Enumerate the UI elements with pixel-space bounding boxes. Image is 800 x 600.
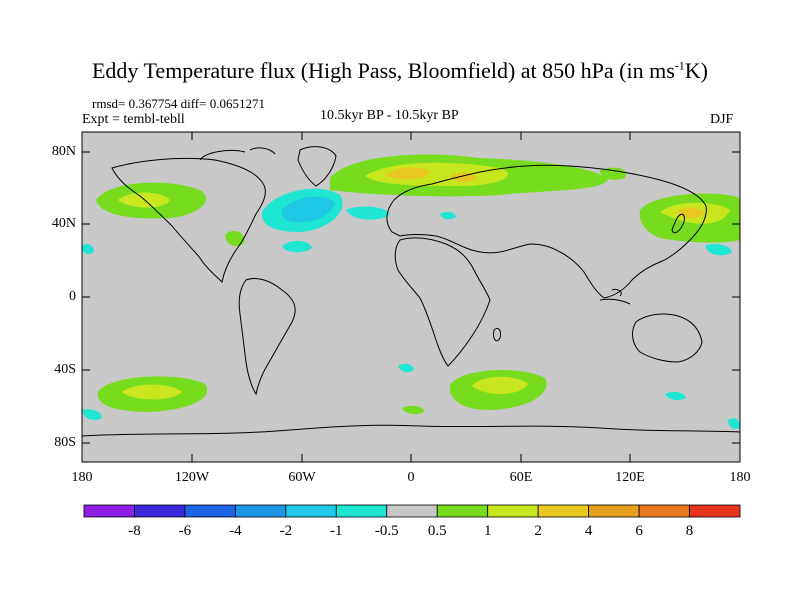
- contour-positive: [225, 230, 245, 247]
- stats-label: rmsd= 0.367754 diff= 0.0651271: [92, 96, 265, 111]
- plot-title: Eddy Temperature flux (High Pass, Bloomf…: [91, 58, 708, 83]
- colorbar-swatch: [537, 504, 590, 518]
- lat-label-80n: 80N: [51, 144, 76, 159]
- coastline-indonesia: [599, 289, 631, 305]
- contour-positive: [600, 167, 626, 180]
- contour-positive: [675, 207, 705, 219]
- colorbar-swatch: [285, 504, 337, 518]
- contour-negative: [665, 391, 686, 401]
- experiment-label: Expt = tembl-tebll: [82, 112, 185, 127]
- contour-negative: [281, 196, 335, 223]
- colorbar-swatch: [689, 504, 741, 518]
- lon-label-120w: 120W: [174, 470, 210, 485]
- coastlines: [82, 146, 740, 437]
- coastline-greenland: [297, 146, 337, 187]
- colorbar-swatch: [134, 504, 186, 518]
- coastline-japan: [671, 213, 685, 234]
- colorbar-label: 0.5: [427, 523, 447, 539]
- contour-positive: [385, 167, 430, 180]
- lat-label-40n: 40N: [51, 216, 76, 231]
- contour-negative: [728, 418, 740, 429]
- contour-negative: [82, 244, 94, 254]
- lat-label-0: 0: [69, 289, 76, 304]
- contour-positive: [402, 405, 425, 415]
- contour-negative: [282, 240, 312, 253]
- colorbar-swatch: [436, 504, 489, 518]
- colorbar-swatch: [234, 504, 287, 518]
- coastline-australia: [632, 313, 703, 363]
- map-field: [82, 132, 740, 462]
- colorbar-label: -8: [128, 523, 141, 539]
- colorbar-swatch: [638, 504, 690, 518]
- colorbar-label: -2: [279, 523, 293, 539]
- colorbar-label: -6: [178, 523, 192, 539]
- colorbar-label: -1: [330, 523, 343, 539]
- colorbar-swatch: [588, 504, 640, 518]
- coastline-arctic-islands: [199, 147, 276, 161]
- colorbar-swatch: [184, 504, 236, 518]
- lon-label-180e: 180: [729, 470, 751, 485]
- colorbar-label: 4: [584, 523, 593, 539]
- lon-label-60e: 60E: [509, 470, 533, 485]
- coastline-africa: [394, 237, 491, 367]
- coastline-north-america: [111, 157, 266, 284]
- lon-label-0: 0: [407, 470, 415, 485]
- lat-ticks: [82, 151, 740, 444]
- colorbar-swatch: [487, 504, 539, 518]
- colorbar-label: -4: [229, 523, 242, 539]
- coastline-antarctica: [82, 424, 740, 437]
- colorbar-swatch: [83, 504, 135, 518]
- lon-ticks: [191, 132, 631, 462]
- lat-label-40s: 40S: [54, 362, 76, 377]
- colorbar-swatch: [335, 504, 388, 518]
- colorbar-swatch: [386, 504, 438, 518]
- colorbar-label: 6: [635, 523, 643, 539]
- lon-label-120e: 120E: [615, 470, 645, 485]
- period-label: 10.5kyr BP - 10.5kyr BP: [320, 108, 459, 123]
- contour-negative: [346, 206, 390, 220]
- coastline-madagascar: [493, 327, 501, 342]
- colorbar-label: 2: [534, 523, 542, 539]
- contour-positive: [472, 376, 528, 395]
- colorbar-label: -0.5: [374, 523, 399, 539]
- colorbar: [83, 504, 741, 518]
- lat-label-80s: 80S: [54, 435, 76, 450]
- lon-label-60w: 60W: [288, 470, 316, 485]
- contour-positive: [450, 172, 476, 183]
- contour-negative: [82, 409, 102, 420]
- colorbar-label: 1: [483, 523, 492, 539]
- season-label: DJF: [710, 112, 734, 127]
- colorbar-label: 8: [685, 523, 694, 539]
- contour-positive: [122, 384, 182, 400]
- contour-negative: [440, 211, 456, 220]
- coastline-south-america: [238, 277, 296, 396]
- lon-label-180w: 180: [71, 470, 93, 485]
- contour-negative: [705, 244, 732, 256]
- contour-negative: [398, 363, 414, 373]
- coastline-eurasia: [386, 164, 707, 299]
